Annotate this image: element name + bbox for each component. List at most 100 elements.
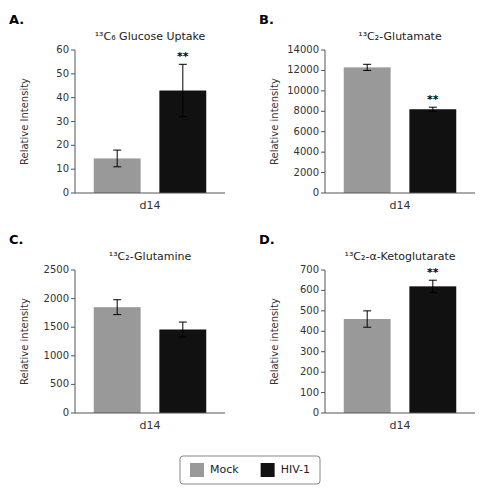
x-tick-label: d14 [140, 199, 161, 212]
y-tick [321, 331, 325, 332]
y-tick [321, 152, 325, 153]
x-axis [75, 413, 225, 414]
panel-title: ¹³C₆ Glucose Uptake [95, 30, 206, 43]
legend: Mock HIV-1 [180, 456, 320, 484]
y-tick [71, 121, 75, 122]
bar [159, 329, 206, 413]
panel-label: D. [259, 232, 275, 247]
y-axis-label: Relative Intensity [19, 78, 30, 165]
y-tick [71, 193, 75, 194]
y-tick-label: 2000 [294, 167, 319, 178]
legend-swatch [190, 463, 204, 477]
y-tick-label: 100 [300, 387, 319, 398]
y-axis-label: Relative intensity [269, 298, 280, 385]
bar [409, 286, 456, 413]
error-bar [113, 300, 121, 315]
panel: 05001000150020002500d14¹³C₂-GlutamineRel… [9, 232, 225, 432]
bar [344, 319, 391, 413]
chart-root: 0 10 20 30 40 50 60 d14 ¹³C₆ Glucose Uptake Relat… [0, 0, 500, 496]
panel-title: ¹³C₂-Glutamine [109, 250, 192, 263]
y-tick [71, 50, 75, 51]
x-axis [75, 193, 225, 194]
bar [409, 109, 456, 193]
y-tick-label: 60 [56, 44, 69, 55]
y-tick-label: 8000 [294, 105, 319, 116]
y-tick-label: 400 [300, 325, 319, 336]
panel-title: ¹³C₂-α-Ketoglutarate [345, 250, 456, 263]
x-tick-label: d14 [140, 419, 161, 432]
bars [94, 300, 207, 413]
error-bar [113, 150, 121, 167]
y-tick-label: 10000 [287, 85, 319, 96]
y-tick [321, 131, 325, 132]
y-tick-label: 700 [300, 264, 319, 275]
y-tick-label: 0 [63, 407, 69, 418]
y-tick [321, 270, 325, 271]
y-tick-label: 0 [63, 187, 69, 198]
significance-label: ** [427, 93, 439, 106]
y-tick-label: 40 [56, 92, 69, 103]
significance-label: ** [427, 266, 439, 279]
y-tick [71, 97, 75, 98]
bars [344, 280, 457, 413]
y-tick-label: 600 [300, 284, 319, 295]
y-tick [71, 298, 75, 299]
y-tick [71, 384, 75, 385]
y-tick [321, 172, 325, 173]
panel: 0100200300400500600700d14¹³C₂-α-Ketoglut… [259, 232, 475, 432]
y-tick [321, 50, 325, 51]
y-tick-label: 10 [56, 163, 69, 174]
y-tick-label: 300 [300, 346, 319, 357]
y-tick [71, 169, 75, 170]
legend-swatch [261, 463, 275, 477]
y-tick [321, 290, 325, 291]
y-axis [325, 270, 326, 413]
y-tick-label: 500 [300, 305, 319, 316]
bar [344, 67, 391, 193]
error-bar [179, 322, 187, 337]
y-tick [71, 73, 75, 74]
y-tick [71, 145, 75, 146]
error-bar [429, 280, 437, 292]
y-tick-label: 1500 [44, 321, 69, 332]
bars [94, 64, 207, 193]
x-tick-label: d14 [390, 419, 411, 432]
error-bar [429, 107, 437, 111]
x-axis [325, 193, 475, 194]
y-axis-label: Relative intensity [19, 298, 30, 385]
y-tick [321, 372, 325, 373]
panel-label: B. [259, 12, 274, 27]
y-tick [321, 111, 325, 112]
y-tick [321, 413, 325, 414]
y-axis [325, 50, 326, 193]
error-bar [363, 311, 371, 327]
error-bar [363, 64, 371, 70]
y-axis [75, 50, 76, 193]
x-tick-label: d14 [390, 199, 411, 212]
y-tick [321, 392, 325, 393]
error-bar [179, 64, 187, 116]
y-axis-label: Relative intensity [269, 78, 280, 165]
legend-label: HIV-1 [281, 463, 310, 476]
panel: 02000400060008000100001200014000d14¹³C₂-… [259, 12, 475, 212]
y-tick-label: 2500 [44, 264, 69, 275]
y-tick-label: 14000 [287, 44, 319, 55]
y-tick-label: 2000 [44, 293, 69, 304]
y-tick [71, 413, 75, 414]
x-axis [325, 413, 475, 414]
y-tick-label: 0 [313, 407, 319, 418]
legend-label: Mock [210, 463, 239, 476]
y-tick-label: 500 [50, 378, 69, 389]
y-tick [321, 310, 325, 311]
y-tick-label: 50 [56, 68, 69, 79]
y-tick-label: 0 [313, 187, 319, 198]
bars [344, 64, 457, 193]
y-tick-label: 12000 [287, 64, 319, 75]
y-tick-label: 20 [56, 139, 69, 150]
panel-label: C. [9, 232, 23, 247]
y-tick [321, 90, 325, 91]
legend-frame [180, 456, 320, 484]
y-axis [75, 270, 76, 413]
y-tick-label: 30 [56, 116, 69, 127]
y-tick [321, 193, 325, 194]
